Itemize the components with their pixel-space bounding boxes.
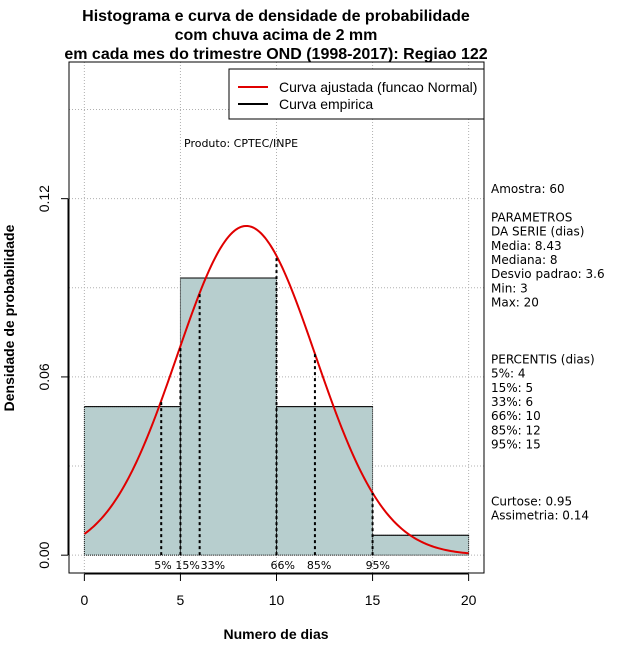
chart-title: Histograma e curva de densidade de proba…	[64, 8, 487, 63]
percentile-label: 95%	[366, 559, 390, 572]
x-tick-label: 0	[80, 592, 88, 608]
title-line: com chuva acima de 2 mm	[175, 27, 378, 44]
stats-line: 66%: 10	[491, 409, 541, 423]
y-axis-label: Densidade de probabilidade	[1, 224, 17, 411]
plot-frame	[68, 61, 485, 574]
percentile-markers: 5% 15% 33% 66% 85% 95%	[154, 255, 390, 572]
stats-line: Assimetria: 0.14	[491, 509, 589, 523]
percentile-label: 33%	[201, 559, 225, 572]
title-line: em cada mes do trimestre OND (1998-2017)…	[64, 46, 487, 63]
histogram-bar	[179, 277, 277, 556]
stats-line: DA SERIE (dias)	[491, 225, 584, 239]
histogram-bars	[83, 277, 470, 556]
fitted-normal-curve	[83, 224, 469, 555]
percentile-label: 5%	[154, 559, 171, 572]
histogram-bar	[83, 406, 181, 556]
annotation-produto: Produto: CPTEC/INPE	[184, 137, 298, 150]
x-tick-label: 5	[177, 592, 185, 608]
percentile-label: 15%	[175, 559, 199, 572]
stats-line: PERCENTIS (dias)	[491, 352, 595, 366]
stats-line: Desvio padrao: 3.6	[491, 267, 605, 281]
stats-line: 5%: 4	[491, 367, 526, 381]
x-axis: 0 5 10 15 20	[80, 573, 477, 608]
percentile-label: 66%	[271, 559, 295, 572]
legend-label-fitted: Curva ajustada (funcao Normal)	[279, 79, 477, 95]
x-tick-label: 15	[365, 592, 381, 608]
y-tick-label: 0.00	[36, 541, 52, 568]
stats-line: Amostra: 60	[491, 182, 565, 196]
legend-label-empirical: Curva empirica	[279, 96, 373, 112]
stats-line: PARAMETROS	[491, 210, 572, 224]
stats-line: Curtose: 0.95	[491, 494, 572, 508]
density-curve	[83, 224, 469, 555]
stats-line: Max: 20	[491, 296, 539, 310]
x-tick-label: 20	[461, 592, 477, 608]
histogram-bar	[276, 406, 374, 556]
legend: Curva ajustada (funcao Normal) Curva emp…	[228, 68, 485, 120]
stats-line: Min: 3	[491, 281, 528, 295]
stats-line: 85%: 12	[491, 423, 541, 437]
x-axis-label: Numero de dias	[223, 626, 328, 642]
stats-line: 33%: 6	[491, 395, 533, 409]
y-tick-label: 0.06	[36, 363, 52, 390]
legend-box	[228, 68, 485, 120]
stats-line: Media: 8.43	[491, 239, 562, 253]
y-tick-label: 0.12	[36, 185, 52, 212]
stats-line: Mediana: 8	[491, 253, 558, 267]
x-tick-label: 10	[269, 592, 285, 608]
y-axis: 0.00 0.06 0.12	[36, 185, 69, 569]
title-line: Histograma e curva de densidade de proba…	[82, 8, 470, 25]
stats-line: 95%: 15	[491, 438, 541, 452]
percentile-label: 85%	[307, 559, 331, 572]
stats-line: 15%: 5	[491, 381, 533, 395]
